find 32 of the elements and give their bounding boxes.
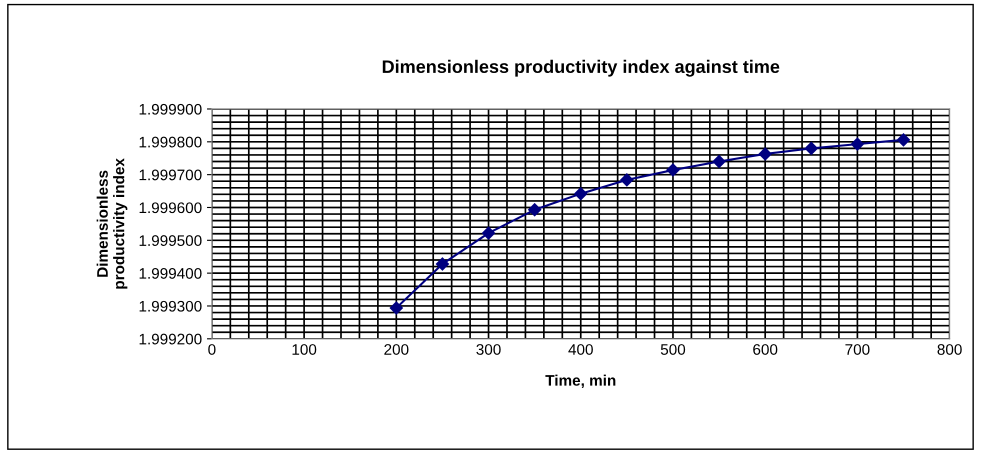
- point: [896, 133, 910, 146]
- y-tick-label: 1.999700: [140, 170, 202, 180]
- y-tick-label: 1.999800: [140, 136, 202, 148]
- x-tick-label: 800: [938, 344, 962, 355]
- y-tick-label: 1.999900: [140, 104, 202, 115]
- x-tick-label: 100: [292, 344, 316, 355]
- point: [390, 301, 403, 315]
- point: [574, 187, 588, 200]
- y-axis-title: Dimensionless productivity index: [96, 158, 128, 289]
- x-tick-label: 0: [208, 344, 216, 355]
- point: [666, 163, 680, 177]
- point: [620, 173, 634, 186]
- x-tick-label: 500: [660, 344, 686, 355]
- point: [436, 257, 450, 271]
- point: [482, 226, 496, 240]
- point: [850, 138, 864, 151]
- y-tick-label: 1.999500: [140, 235, 202, 246]
- y-tick-label: 1.999200: [140, 334, 202, 344]
- y-tick-label: 1.999600: [140, 202, 202, 214]
- x-axis-title: Time, min: [545, 374, 616, 388]
- y-tick-label: 1.999400: [140, 268, 202, 279]
- y-tick-label: 1.999300: [140, 300, 202, 312]
- point: [712, 154, 726, 168]
- x-tick-label: 400: [568, 344, 593, 355]
- point: [528, 203, 542, 216]
- point: [804, 142, 818, 155]
- x-tick-label: 300: [476, 344, 501, 355]
- x-tick-label: 700: [845, 344, 870, 355]
- x-tick-label: 200: [384, 344, 408, 355]
- x-tick-label: 600: [753, 344, 778, 355]
- point: [758, 147, 772, 161]
- chart-title: Dimensionless productivity index against time: [382, 60, 780, 77]
